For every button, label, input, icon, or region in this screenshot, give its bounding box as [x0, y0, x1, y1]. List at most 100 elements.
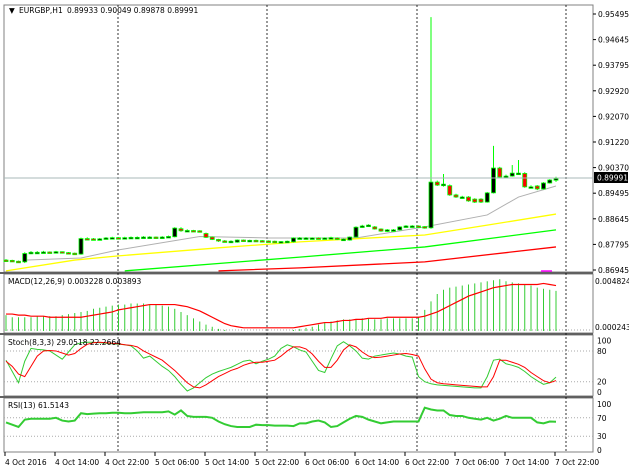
candle	[266, 240, 271, 243]
candle-body	[103, 237, 109, 240]
candle-body	[97, 238, 103, 241]
rsi-tick-label: 0	[597, 446, 602, 455]
candle-body	[3, 259, 9, 262]
candle-body	[178, 228, 184, 232]
candle	[209, 236, 215, 241]
macd-title: MACD(12,26,9) 0.003228 0.003893	[8, 277, 142, 286]
candle	[197, 230, 203, 233]
candle	[203, 232, 209, 238]
candle	[334, 237, 340, 241]
candle-body	[328, 237, 334, 240]
candle-body	[459, 196, 465, 199]
candle	[16, 260, 21, 264]
candle	[172, 227, 178, 238]
candle	[534, 185, 540, 191]
candle	[228, 240, 234, 244]
candle	[466, 196, 471, 202]
candle-body	[384, 229, 390, 232]
candle-body	[116, 237, 121, 240]
candle-body	[478, 198, 484, 203]
candle	[547, 179, 553, 184]
collapse-arrow-icon[interactable]: ▼	[9, 6, 15, 15]
candle-body	[259, 240, 265, 243]
candle	[541, 182, 546, 190]
candle-body	[428, 181, 434, 229]
current-price-tag	[594, 172, 628, 183]
candle-body	[322, 237, 328, 240]
candle-body	[416, 225, 421, 228]
candle	[516, 159, 521, 176]
candle-body	[353, 226, 359, 238]
candle	[528, 185, 534, 189]
candle	[184, 229, 190, 233]
time-tick-label: 7 Oct 06:00	[455, 458, 499, 467]
candle	[109, 236, 115, 240]
price-tick-label: 0.93795	[598, 61, 629, 70]
price-tick-label: 0.86945	[598, 266, 629, 275]
candle-body	[109, 237, 115, 240]
candle-body	[78, 238, 84, 255]
candle	[284, 240, 290, 244]
candle-body	[441, 183, 446, 187]
candle	[222, 240, 228, 243]
rsi-tick-label: 100	[597, 400, 612, 409]
candle	[91, 237, 96, 241]
time-tick-label: 5 Oct 14:00	[205, 458, 249, 467]
candle-body	[409, 225, 415, 228]
candle	[159, 236, 165, 239]
symbol-label: EURGBP,H1	[19, 6, 63, 15]
candle-body	[34, 251, 40, 255]
candle-body	[316, 237, 321, 240]
candle	[78, 237, 84, 255]
candle	[459, 195, 465, 199]
candle-body	[366, 224, 371, 228]
candle-body	[272, 240, 278, 244]
candle	[453, 193, 459, 198]
candle-body	[503, 175, 509, 179]
price-tick-label: 0.91220	[598, 138, 629, 147]
candle-body	[153, 236, 159, 239]
time-tick-label: 4 Oct 2016	[5, 458, 47, 467]
moving-average-line	[218, 246, 557, 272]
candle-body	[134, 236, 140, 240]
candle-body	[553, 178, 559, 181]
candle-body	[9, 259, 15, 263]
separators	[117, 5, 567, 452]
candle	[316, 237, 321, 240]
candle-body	[216, 239, 221, 242]
candle	[84, 237, 90, 241]
candle-body	[497, 167, 503, 178]
candle-body	[228, 240, 234, 244]
current-price-label: 0.89991	[597, 174, 628, 183]
candle	[341, 238, 346, 242]
candle-body	[159, 236, 165, 239]
candle-body	[303, 237, 309, 240]
price-tick-label: 0.94645	[598, 36, 629, 45]
candle	[59, 251, 65, 254]
candle	[522, 172, 528, 188]
candle-body	[516, 172, 521, 176]
candle-body	[166, 236, 171, 239]
candle	[3, 259, 9, 262]
candle	[291, 237, 296, 243]
candle	[403, 225, 409, 228]
candle	[472, 198, 478, 204]
time-tick-label: 6 Oct 06:00	[305, 458, 349, 467]
candle	[391, 229, 396, 232]
candles	[3, 17, 559, 272]
candle-body	[278, 241, 284, 244]
time-tick-label: 4 Oct 22:00	[105, 458, 149, 467]
candle-body	[266, 240, 271, 243]
candle-body	[172, 227, 178, 238]
candle-body	[534, 185, 540, 190]
stoch-signal-line	[5, 341, 557, 389]
candle-body	[509, 172, 515, 177]
candle	[116, 237, 121, 240]
stoch-tick-label: 20	[597, 378, 607, 387]
candle	[278, 240, 284, 244]
candle	[122, 236, 128, 240]
candle	[134, 236, 140, 240]
macd-signal-line	[6, 282, 557, 329]
candle-body	[141, 236, 146, 239]
